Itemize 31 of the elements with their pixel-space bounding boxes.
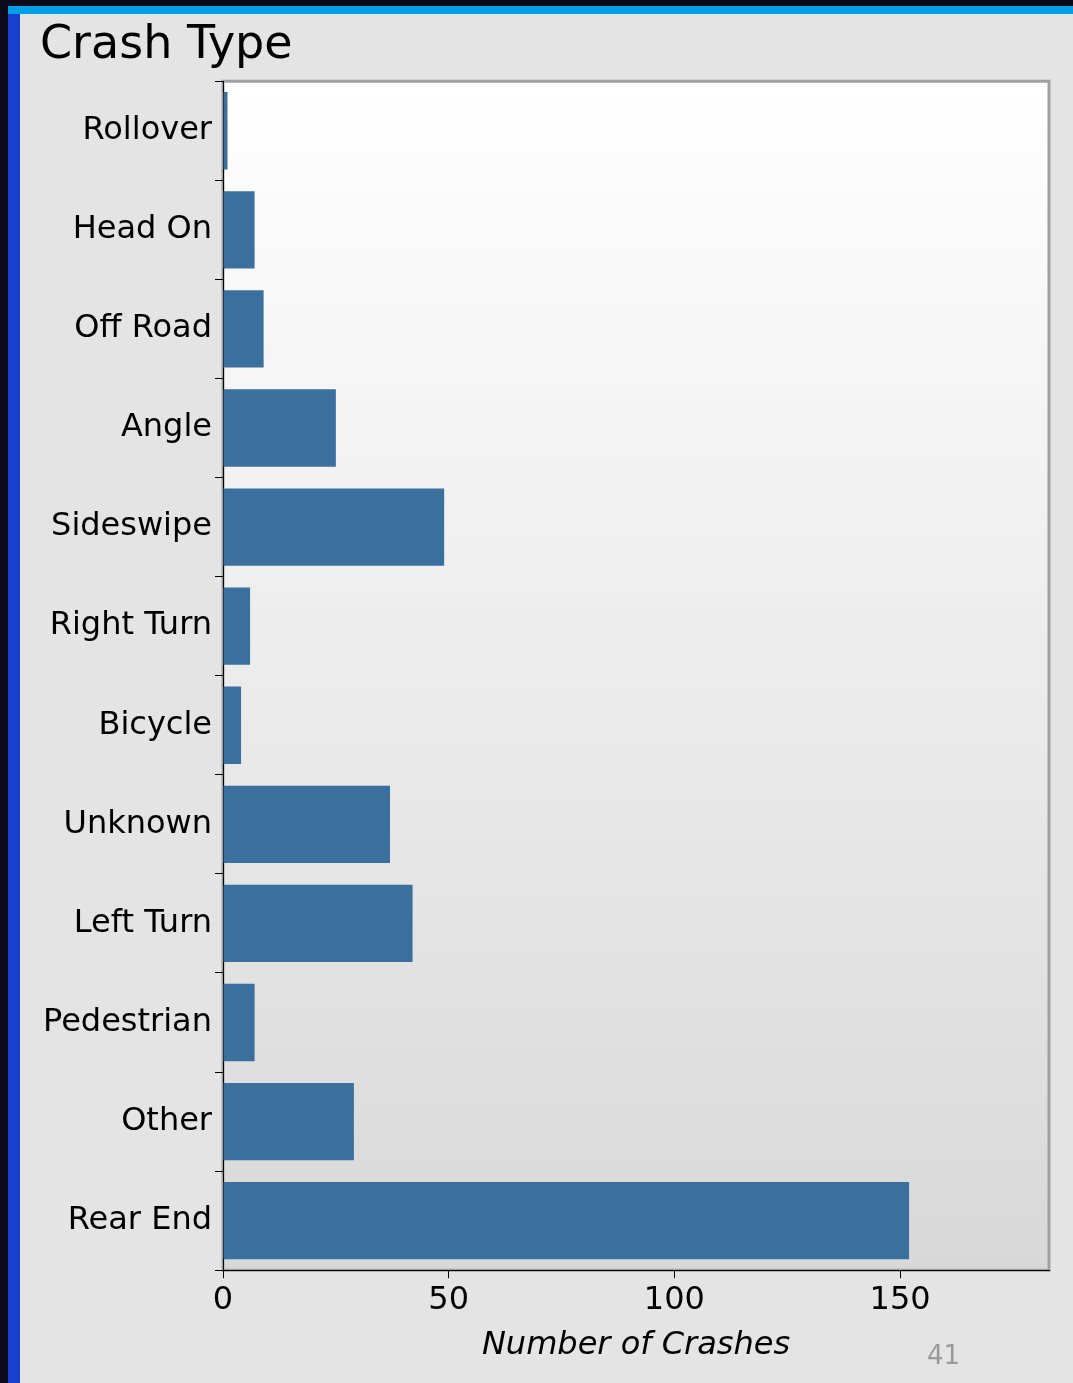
- bar: [223, 92, 228, 170]
- y-tick-label: Sideswipe: [51, 505, 212, 544]
- y-tick-label: Other: [121, 1099, 213, 1138]
- y-tick-label: Unknown: [63, 802, 212, 841]
- x-tick-label: 150: [869, 1278, 931, 1317]
- y-tick-label: Pedestrian: [43, 1000, 212, 1039]
- x-axis-title: Number of Crashes: [481, 1324, 791, 1363]
- y-tick-label: Rollover: [82, 109, 213, 148]
- x-tick-label: 0: [212, 1278, 234, 1317]
- y-tick-label: Angle: [120, 406, 212, 445]
- bar: [223, 983, 255, 1062]
- bar: [223, 389, 336, 467]
- y-tick-label: Rear End: [67, 1198, 212, 1237]
- bar: [223, 587, 251, 665]
- x-tick-label: 100: [643, 1278, 705, 1317]
- y-tick-label: Off Road: [74, 307, 212, 346]
- bar: [223, 1082, 354, 1161]
- bar: [223, 686, 242, 764]
- y-tick-label: Right Turn: [49, 604, 212, 643]
- bar: [223, 488, 445, 566]
- bar: [223, 191, 255, 269]
- bar: [223, 785, 391, 863]
- y-tick-label: Head On: [72, 208, 212, 247]
- chart-title: Crash Type: [40, 14, 293, 69]
- text: 41: [926, 1339, 960, 1370]
- bar: [223, 290, 264, 368]
- x-tick-label: 50: [428, 1278, 470, 1317]
- y-tick-label: Bicycle: [98, 703, 212, 742]
- y-tick-label: Left Turn: [73, 901, 212, 940]
- bar: [223, 1182, 910, 1260]
- bar: [223, 884, 413, 963]
